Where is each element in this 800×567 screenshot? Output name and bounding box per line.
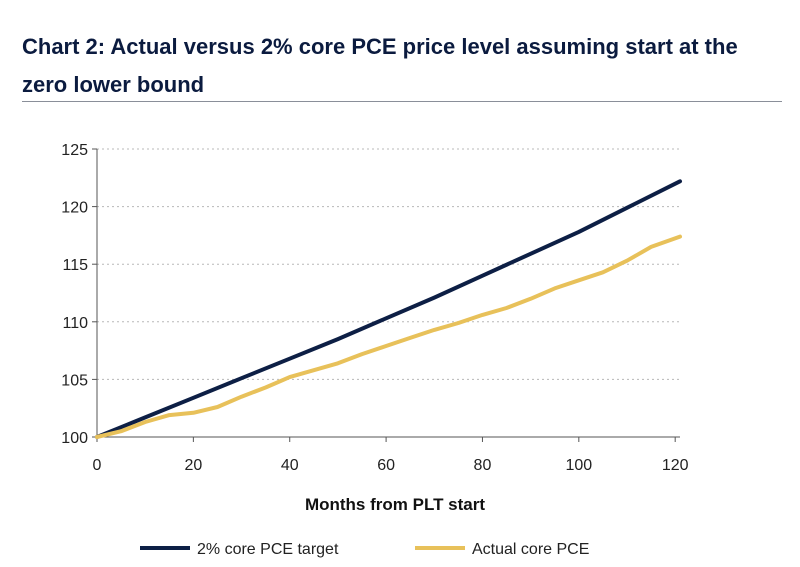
x-tick-label: 0 [93,457,102,474]
y-tick-label: 115 [62,257,88,274]
series-line-1 [95,179,682,439]
legend-label: Actual core PCE [472,541,589,558]
x-tick-label: 100 [565,457,592,474]
y-tick-label: 120 [61,200,88,217]
legend: 2% core PCE target Actual core PCE [140,541,589,558]
x-tick-label: 120 [662,457,689,474]
y-tick-label: 105 [61,372,88,389]
y-tick-label: 100 [61,430,88,447]
chart-title: Chart 2: Actual versus 2% core PCE price… [22,34,738,97]
gridlines [97,148,680,380]
title-divider [22,101,782,102]
series-line-2 [95,234,682,439]
legend-label: 2% core PCE target [197,541,339,558]
x-tick-label: 40 [281,457,299,474]
x-axis-title: Months from PLT start [305,495,485,514]
x-tick-label: 20 [184,457,202,474]
y-tick-label: 125 [61,142,88,159]
series-lines [95,179,682,439]
x-tick-label: 80 [474,457,492,474]
axes [92,148,680,442]
y-tick-label: 110 [62,315,88,332]
tick-labels: 100 105 110 115 120 125 0 20 40 60 80 100 120 [61,142,688,474]
x-tick-label: 60 [377,457,395,474]
